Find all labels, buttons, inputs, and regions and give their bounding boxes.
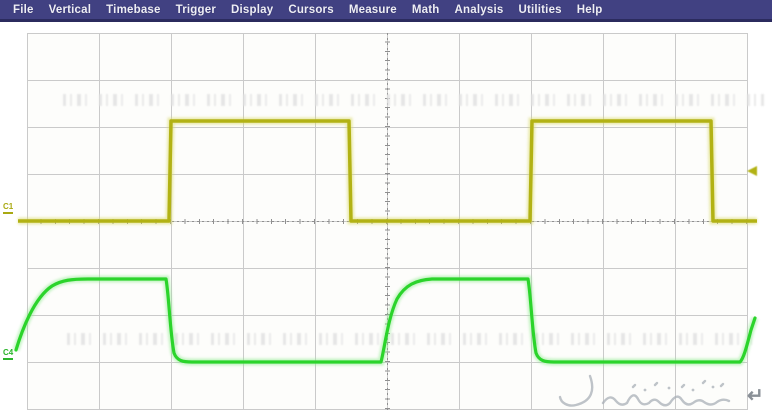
channel-c1-label[interactable]: C1 xyxy=(3,203,14,214)
paragraph-return-mark: ↵ xyxy=(747,385,764,407)
menu-bar: File Vertical Timebase Trigger Display C… xyxy=(0,0,772,22)
menu-item-help[interactable]: Help xyxy=(576,3,603,16)
trigger-level-icon[interactable] xyxy=(747,166,757,176)
center-horizontal-axis xyxy=(27,221,748,222)
menu-item-display[interactable]: Display xyxy=(231,3,274,16)
menu-item-analysis[interactable]: Analysis xyxy=(454,3,504,16)
graticule-grid xyxy=(27,33,748,410)
menu-item-file[interactable]: File xyxy=(13,3,34,16)
handwritten-annotation xyxy=(558,374,731,407)
menu-item-utilities[interactable]: Utilities xyxy=(518,3,562,16)
menu-item-measure[interactable]: Measure xyxy=(348,3,397,16)
watermark-row-bottom xyxy=(62,333,752,345)
watermark-row-top xyxy=(58,94,764,106)
menu-item-timebase[interactable]: Timebase xyxy=(106,3,161,16)
menu-item-vertical[interactable]: Vertical xyxy=(48,3,92,16)
menu-item-trigger[interactable]: Trigger xyxy=(175,3,216,16)
menu-item-math[interactable]: Math xyxy=(411,3,440,16)
menu-item-cursors[interactable]: Cursors xyxy=(288,3,334,16)
channel-c4-label[interactable]: C4 xyxy=(3,349,14,360)
